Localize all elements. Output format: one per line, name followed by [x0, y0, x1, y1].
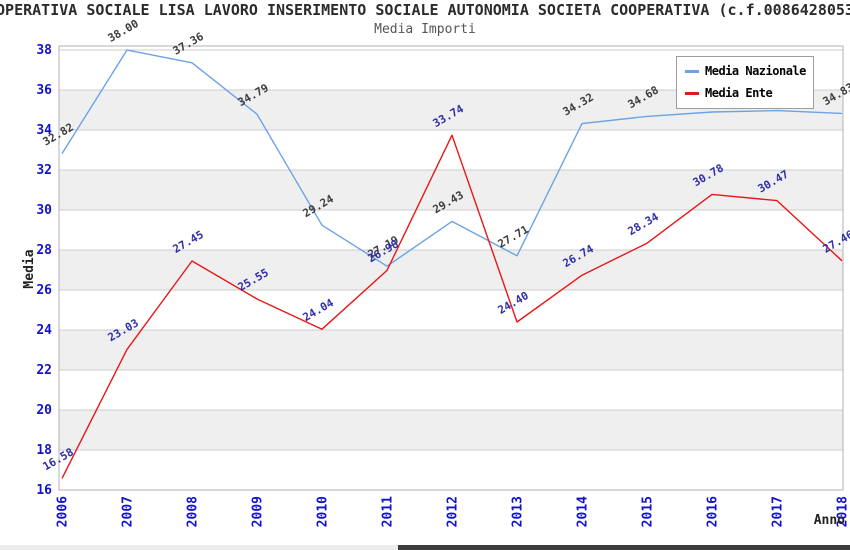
- legend-item-media-ente: Media Ente: [685, 86, 805, 100]
- chart-subtitle: Media Importi: [374, 22, 476, 37]
- legend: Media Nazionale Media Ente: [676, 56, 814, 109]
- legend-swatch-ente-icon: [685, 91, 699, 95]
- grid-band: [59, 330, 843, 370]
- x-tick-label: 2012: [446, 496, 461, 527]
- y-tick-label: 24: [36, 323, 52, 338]
- y-tick-label: 16: [36, 483, 52, 498]
- x-tick-label: 2018: [836, 496, 850, 527]
- y-tick-label: 20: [36, 403, 52, 418]
- grid-band: [59, 410, 843, 450]
- y-tick-label: 36: [36, 83, 52, 98]
- grid-band: [59, 170, 843, 210]
- y-tick-label: 18: [36, 443, 52, 458]
- plot-border: [58, 45, 844, 491]
- y-tick-label: 26: [36, 283, 52, 298]
- y-tick-label: 22: [36, 363, 52, 378]
- x-tick-label: 2013: [511, 496, 526, 527]
- y-tick-label: 28: [36, 243, 52, 258]
- x-tick-label: 2015: [641, 496, 656, 527]
- y-axis-title: Media: [22, 249, 37, 289]
- data-label: 27.71: [496, 223, 532, 251]
- horizontal-scrollbar[interactable]: [0, 545, 850, 550]
- series-line-media-ente: [61, 134, 843, 479]
- data-label: 37.36: [171, 30, 207, 58]
- y-tick-label: 38: [36, 43, 52, 58]
- y-tick-label: 32: [36, 163, 52, 178]
- series-line-media-nazionale: [61, 49, 843, 267]
- grid-band: [59, 250, 843, 290]
- data-label: 28.34: [626, 210, 662, 238]
- x-tick-label: 2009: [251, 496, 266, 527]
- data-label: 24.04: [301, 296, 337, 324]
- x-tick-label: 2014: [576, 496, 591, 527]
- y-tick-label: 34: [36, 123, 52, 138]
- data-label: 38.00: [106, 17, 141, 45]
- scrollbar-thumb[interactable]: [398, 545, 850, 550]
- legend-label-ente: Media Ente: [705, 86, 773, 100]
- x-tick-label: 2006: [56, 496, 71, 527]
- x-tick-label: 2007: [121, 496, 136, 527]
- legend-swatch-nazionale-icon: [685, 69, 699, 73]
- x-tick-label: 2008: [186, 496, 201, 527]
- x-tick-label: 2010: [316, 496, 331, 527]
- x-tick-label: 2011: [381, 496, 396, 527]
- x-axis-title: Anno: [813, 513, 845, 528]
- legend-label-nazionale: Media Nazionale: [705, 64, 806, 78]
- x-tick-label: 2017: [771, 496, 786, 527]
- y-tick-label: 30: [36, 203, 52, 218]
- x-tick-label: 2016: [706, 496, 721, 527]
- chart-title: OPERATIVA SOCIALE LISA LAVORO INSERIMENT…: [0, 1, 850, 19]
- legend-item-media-nazionale: Media Nazionale: [685, 64, 806, 78]
